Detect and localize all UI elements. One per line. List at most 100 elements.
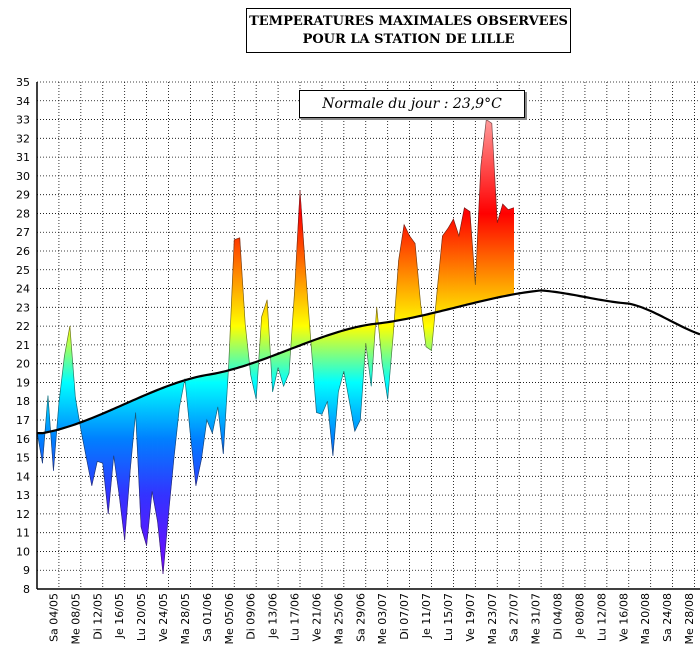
normal-annotation: Normale du jour : 23,9°C [299, 90, 525, 118]
y-tick-label: 8 [23, 583, 30, 596]
y-tick-label: 17 [16, 414, 30, 427]
y-tick-label: 13 [16, 489, 30, 502]
deviation-area [299, 190, 306, 346]
observed-series-line [36, 118, 514, 575]
deviation-area [447, 217, 454, 310]
y-tick-label: 20 [16, 358, 30, 371]
x-tick-label: Ve 21/06 [310, 593, 323, 642]
x-tick-label: Sa 27/07 [508, 593, 521, 642]
y-tick-label: 25 [16, 264, 30, 277]
deviation-area [486, 118, 493, 301]
x-tick-labels: Sa 04/05 Me 08/05 Di 12/05 Je 16/05 Lu 20/05… [47, 593, 696, 644]
deviation-area [250, 361, 257, 400]
y-tick-label: 23 [16, 301, 30, 314]
x-tick-label: Lu 17/06 [289, 593, 302, 641]
deviation-area [190, 376, 197, 486]
normal-line [37, 289, 700, 435]
deviation-area [212, 372, 219, 434]
x-tick-label: Ma 23/07 [486, 593, 499, 644]
y-tick-label: 12 [16, 508, 30, 521]
x-tick-label: Me 28/08 [683, 593, 696, 644]
deviation-area [140, 394, 147, 546]
x-tick-label: Sa 24/08 [661, 593, 674, 642]
y-tick-label: 19 [16, 376, 30, 389]
y-tick-label: 33 [16, 114, 30, 127]
y-tick-label: 18 [16, 395, 30, 408]
deviation-area [201, 374, 208, 460]
y-tick-label: 10 [16, 545, 30, 558]
deviation-area [425, 312, 432, 352]
deviation-areas [36, 118, 515, 575]
deviation-area [332, 331, 339, 456]
deviation-area [146, 391, 153, 546]
x-tick-label: Di 07/07 [398, 593, 411, 640]
x-tick-label: Di 09/06 [245, 593, 258, 640]
chart-title-line1: TEMPERATURES MAXIMALES OBSERVEES [249, 13, 568, 29]
x-tick-label: Sa 29/06 [354, 593, 367, 642]
x-tick-label: Ma 20/08 [639, 593, 652, 644]
x-tick-label: Lu 20/05 [135, 593, 148, 641]
deviation-area [58, 356, 65, 430]
grid [36, 81, 700, 590]
x-tick-label: Me 31/07 [530, 593, 543, 644]
y-tick-label: 24 [16, 283, 30, 296]
y-tick-label: 11 [16, 527, 30, 540]
deviation-area [151, 389, 158, 522]
deviation-area [442, 227, 449, 312]
x-tick-label: Ma 28/05 [179, 593, 192, 644]
y-tick-label: 15 [16, 452, 30, 465]
deviation-area [239, 237, 246, 368]
x-tick-label: Me 03/07 [376, 593, 389, 644]
deviation-area [381, 321, 388, 400]
deviation-area [124, 401, 131, 541]
y-tick-label: 22 [16, 320, 30, 333]
y-tick-labels: 8 9 10 11 12 13 14 15 16 17 18 19 20 21 22 23 24 25 26 27 28… [16, 76, 30, 596]
deviation-area [502, 203, 509, 297]
x-tick-label: Je 08/08 [573, 593, 586, 639]
deviation-area [409, 235, 416, 319]
deviation-area [398, 224, 405, 321]
deviation-area [168, 383, 175, 514]
x-tick-label: Me 08/05 [69, 593, 82, 644]
deviation-area [233, 237, 241, 370]
deviation-area [354, 325, 361, 432]
y-tick-label: 30 [16, 170, 30, 183]
x-tick-label: Ve 19/07 [464, 593, 477, 642]
axes [36, 82, 700, 590]
normal-series-line [37, 289, 700, 435]
deviation-area [113, 406, 120, 496]
deviation-area [195, 375, 202, 486]
x-tick-label: Je 13/06 [267, 593, 280, 639]
deviation-area [294, 190, 301, 348]
y-tick-label: 34 [16, 95, 30, 108]
y-tick-label: 21 [16, 339, 30, 352]
y-tick-label: 9 [23, 564, 30, 577]
y-tick-label: 31 [16, 151, 30, 164]
y-tick-label: 14 [16, 470, 30, 483]
y-tick-label: 27 [16, 226, 30, 239]
x-tick-label: Me 05/06 [223, 593, 236, 644]
chart-title: TEMPERATURES MAXIMALES OBSERVEES POUR LA… [246, 8, 571, 53]
deviation-area [403, 224, 410, 320]
x-tick-label: Di 12/05 [91, 593, 104, 640]
deviation-area [91, 415, 98, 486]
x-tick-label: Ma 25/06 [332, 593, 345, 644]
observed-line [36, 118, 514, 575]
x-tick-label: Sa 01/06 [201, 593, 214, 642]
deviation-area [272, 353, 279, 392]
deviation-area [507, 207, 515, 296]
deviation-area [277, 351, 284, 387]
x-tick-label: Di 04/08 [552, 593, 565, 640]
y-tick-label: 35 [16, 76, 30, 89]
deviation-area [96, 413, 104, 464]
deviation-area [316, 336, 323, 415]
deviation-area [283, 349, 290, 387]
y-tick-label: 32 [16, 132, 30, 145]
x-tick-label: Lu 15/07 [442, 593, 455, 641]
x-tick-label: Lu 12/08 [595, 593, 608, 641]
x-tick-label: Sa 04/05 [47, 593, 60, 642]
deviation-area [206, 373, 213, 434]
deviation-area [86, 417, 93, 486]
y-tick-label: 26 [16, 245, 30, 258]
